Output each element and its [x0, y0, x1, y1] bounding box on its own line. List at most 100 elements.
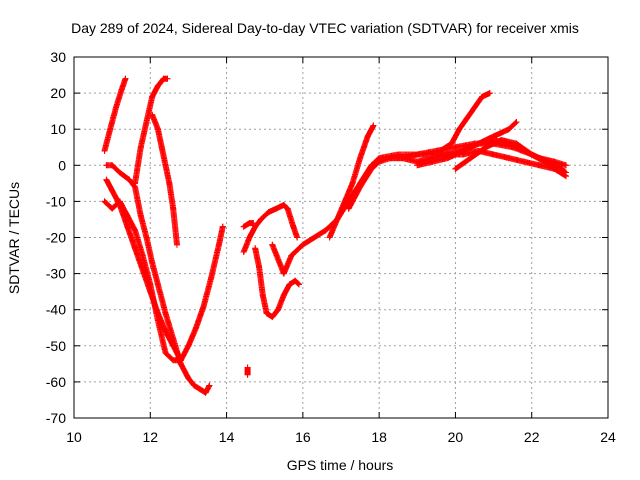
data-point [162, 350, 169, 357]
data-point [452, 165, 459, 172]
data-point [109, 205, 116, 212]
data-point [322, 227, 329, 234]
data-point [452, 144, 459, 151]
data-point [334, 216, 341, 223]
y-tick-label: -70 [46, 410, 66, 426]
data-point [269, 241, 276, 248]
data-point [387, 155, 394, 162]
data-point [250, 220, 257, 227]
data-point [162, 310, 169, 317]
data-point [341, 198, 348, 205]
x-tick-label: 10 [66, 429, 82, 445]
data-point [290, 223, 297, 230]
data-point [505, 126, 512, 133]
data-point [463, 115, 470, 122]
data-point [357, 183, 364, 190]
series-track-9 [244, 364, 251, 378]
data-point [202, 389, 209, 396]
data-point [368, 165, 375, 172]
data-point [299, 241, 306, 248]
x-tick-label: 20 [448, 429, 464, 445]
x-tick-label: 16 [295, 429, 311, 445]
data-point [170, 357, 177, 364]
data-point [170, 205, 177, 212]
data-point [528, 151, 535, 158]
data-point [170, 342, 177, 349]
data-point [265, 209, 272, 216]
data-point [240, 223, 247, 230]
y-tick-label: 30 [50, 49, 66, 65]
data-point [206, 382, 213, 389]
data-point [252, 245, 259, 252]
data-point [326, 234, 333, 241]
y-tick-label: -60 [46, 374, 66, 390]
data-point [149, 111, 156, 118]
data-point [139, 266, 146, 273]
data-point [471, 104, 478, 111]
data-point [126, 176, 133, 183]
x-tick-label: 14 [219, 429, 235, 445]
data-point [257, 216, 264, 223]
data-point [513, 118, 520, 125]
data-point [479, 93, 486, 100]
series-track-12 [326, 122, 377, 241]
series-track-15 [437, 90, 493, 154]
data-point [101, 147, 108, 154]
data-point [132, 245, 139, 252]
data-point [154, 281, 161, 288]
data-point [132, 183, 139, 190]
data-point [288, 252, 295, 259]
data-point [246, 234, 253, 241]
data-point [154, 126, 161, 133]
data-point [215, 241, 222, 248]
data-point [437, 147, 444, 154]
grid-lines [74, 57, 608, 418]
data-point [486, 90, 493, 97]
x-tick-label: 24 [600, 429, 616, 445]
data-point [164, 75, 171, 82]
series-track-10 [252, 245, 303, 320]
x-tick-label: 22 [524, 429, 540, 445]
data-point [467, 155, 474, 162]
data-point [399, 155, 406, 162]
data-point [124, 223, 131, 230]
data-point [563, 162, 570, 169]
series-track-1 [101, 75, 129, 154]
data-point [143, 118, 150, 125]
data-point [193, 324, 200, 331]
data-point [109, 162, 116, 169]
data-point [219, 223, 226, 230]
data-point [118, 86, 125, 93]
data-point [109, 187, 116, 194]
data-point [177, 357, 184, 364]
y-tick-labels: -70 -60 -50 -40 -30 -20 -10 0 10 20 30 [46, 49, 66, 426]
data-point [280, 270, 287, 277]
data-point [286, 281, 293, 288]
data-point [357, 155, 364, 162]
y-axis-label: SDTVAR / TECUs [6, 182, 22, 294]
data-point [444, 155, 451, 162]
data-point [559, 165, 566, 172]
data-point [132, 227, 139, 234]
marker-track [326, 122, 377, 241]
marker-track [101, 75, 129, 154]
y-tick-label: 20 [50, 85, 66, 101]
series-track-8 [240, 220, 257, 230]
data-point [482, 144, 489, 151]
data-point [490, 151, 497, 158]
data-point [414, 162, 421, 169]
series-track-2 [132, 75, 171, 187]
series-track-7 [240, 202, 301, 255]
data-point [349, 180, 356, 187]
data-point [376, 158, 383, 165]
y-tick-label: -50 [46, 338, 66, 354]
marker-track [101, 198, 226, 364]
data-point [154, 82, 161, 89]
data-point [460, 147, 467, 154]
data-point [345, 205, 352, 212]
series-track-6 [103, 176, 184, 364]
data-point [240, 248, 247, 255]
marker-track [149, 111, 180, 248]
y-tick-label: 10 [50, 121, 66, 137]
data-point [505, 155, 512, 162]
